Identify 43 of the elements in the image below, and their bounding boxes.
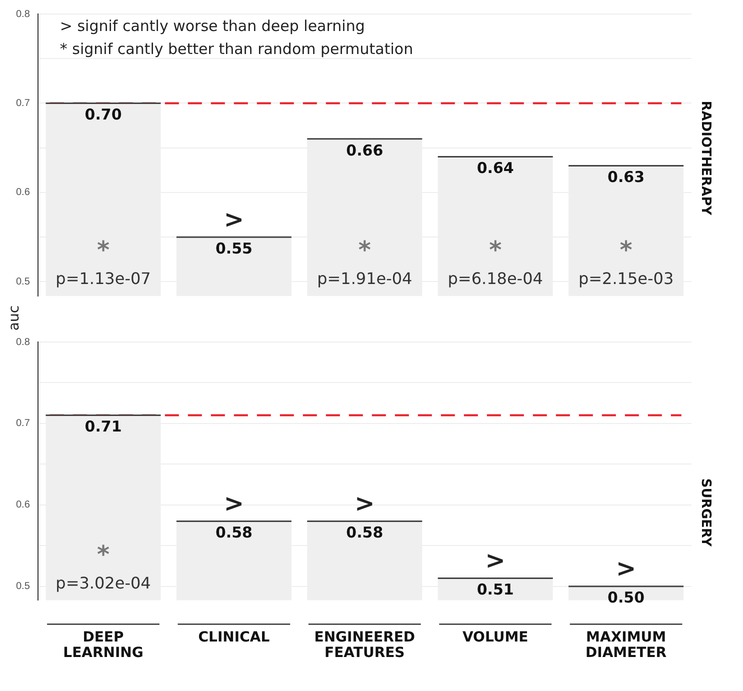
y-tick-label: 0.8	[16, 8, 30, 20]
annotation: p=6.18e-04	[448, 269, 543, 288]
y-tick-label: 0.8	[16, 336, 30, 348]
data-label: 0.51	[476, 580, 514, 599]
x-tick-label: VOLUME	[462, 630, 528, 646]
data-label: 0.50	[608, 588, 645, 607]
text: SURGERY	[698, 478, 713, 548]
x-tick-label: DEEP LEARNING	[63, 630, 144, 661]
annotation: > signif cantly worse than deep learning	[60, 16, 365, 35]
annotation: p=2.15e-03	[578, 269, 674, 288]
x-tick-label: MAXIMUM DIAMETER	[586, 630, 667, 661]
data-label: 0.55	[215, 239, 252, 258]
annotation: p=1.91e-04	[317, 269, 412, 288]
annotation: >	[485, 546, 506, 574]
data-label: 0.64	[476, 159, 514, 178]
annotation: p=3.02e-04	[56, 573, 151, 592]
annotation: p=1.13e-07	[56, 269, 151, 288]
annotation: *	[96, 540, 110, 568]
y-tick-label: 0.6	[16, 187, 30, 198]
annotation: * signif cantly better than random permutation	[60, 40, 414, 58]
y-tick-label: 0.7	[16, 418, 30, 430]
text: RADIOTHERAPY	[698, 100, 713, 216]
y-tick-label: 0.5	[16, 581, 30, 592]
data-label: 0.58	[215, 524, 252, 542]
annotation: *	[96, 236, 110, 264]
data-label: 0.70	[84, 106, 122, 124]
annotation: >	[224, 205, 244, 234]
y-tick-label: 0.7	[16, 98, 30, 109]
x-tick-label: ENGINEERED FEATURES	[314, 630, 416, 661]
annotation: >	[354, 489, 375, 518]
annotation: >	[616, 554, 636, 583]
x-tick-label: CLINICAL	[198, 630, 270, 646]
annotation: *	[489, 236, 502, 264]
annotation: *	[358, 236, 372, 264]
y-axis-title: auc	[6, 305, 23, 331]
y-tick-label: 0.6	[16, 500, 30, 511]
annotation: >	[224, 489, 244, 518]
annotation: *	[620, 236, 633, 264]
y-tick-label: 0.5	[16, 276, 30, 288]
data-label: 0.66	[346, 141, 384, 160]
data-label: 0.63	[608, 168, 645, 186]
data-label: 0.71	[84, 418, 122, 436]
data-label: 0.58	[346, 524, 384, 542]
